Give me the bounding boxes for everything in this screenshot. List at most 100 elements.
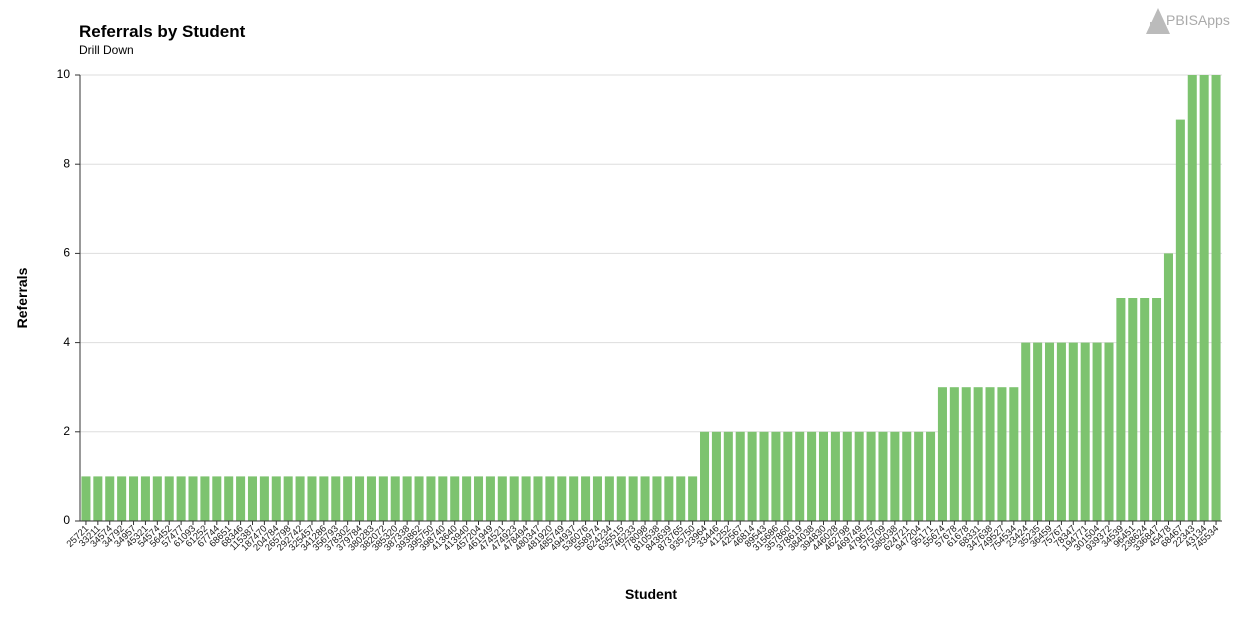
bar xyxy=(569,476,579,521)
bar xyxy=(473,476,484,521)
bar xyxy=(1211,75,1221,521)
bar xyxy=(462,476,472,521)
logo: PBISApps xyxy=(1146,8,1230,34)
bar xyxy=(652,476,662,521)
bar xyxy=(711,431,721,521)
bar xyxy=(866,431,876,521)
bar xyxy=(795,431,805,521)
bar xyxy=(700,431,710,521)
bar xyxy=(93,476,103,521)
bar xyxy=(117,476,127,521)
bar xyxy=(200,476,210,521)
bar xyxy=(105,476,115,521)
bar xyxy=(331,476,341,521)
bar xyxy=(1056,342,1066,521)
bar xyxy=(497,476,507,521)
bar xyxy=(1187,75,1197,521)
bar xyxy=(224,476,234,521)
bar xyxy=(783,431,793,521)
chart-title: Referrals by Student xyxy=(79,22,246,41)
bar xyxy=(604,476,614,521)
bar xyxy=(1009,387,1019,521)
bar xyxy=(188,476,198,521)
bar xyxy=(307,476,317,521)
bar xyxy=(1163,253,1173,521)
bar xyxy=(152,476,162,521)
bar xyxy=(212,476,222,521)
bar xyxy=(854,431,864,521)
y-tick-label: 4 xyxy=(63,335,70,349)
y-axis-label: Referrals xyxy=(14,267,30,328)
bar xyxy=(355,476,365,521)
y-tick-label: 2 xyxy=(63,424,70,438)
bar xyxy=(533,476,543,521)
bar xyxy=(450,476,460,521)
logo-text: PBISApps xyxy=(1166,12,1230,28)
bar xyxy=(319,476,329,521)
bar xyxy=(842,431,852,521)
bar xyxy=(1116,298,1126,521)
bar xyxy=(1033,342,1043,521)
bar xyxy=(557,476,567,521)
y-tick-label: 0 xyxy=(63,513,70,527)
x-axis-label: Student xyxy=(625,586,677,602)
bar xyxy=(378,476,388,521)
bar xyxy=(771,431,781,521)
bar xyxy=(426,476,436,521)
bar xyxy=(628,476,638,521)
bar xyxy=(676,476,686,521)
bar xyxy=(140,476,150,521)
bar xyxy=(914,431,924,521)
bar xyxy=(545,476,555,521)
bar xyxy=(343,476,353,521)
bar xyxy=(592,476,602,521)
bar xyxy=(1152,298,1162,521)
bar xyxy=(688,476,698,521)
bar xyxy=(236,476,246,521)
bar xyxy=(1140,298,1150,521)
bar xyxy=(129,476,139,521)
bar xyxy=(1068,342,1078,521)
bar xyxy=(485,476,495,521)
bar xyxy=(830,431,840,521)
bar xyxy=(759,431,769,521)
bar xyxy=(985,387,995,521)
bar xyxy=(521,476,531,521)
y-tick-label: 6 xyxy=(63,246,70,260)
bar xyxy=(176,476,186,521)
bar xyxy=(949,387,959,521)
bar xyxy=(271,476,281,521)
bar xyxy=(1128,298,1138,521)
bar xyxy=(259,476,269,521)
bar xyxy=(616,476,626,521)
bar xyxy=(818,431,829,521)
bar xyxy=(1175,119,1185,521)
bar xyxy=(747,431,757,521)
bar xyxy=(961,387,971,521)
bar xyxy=(366,476,376,521)
bar xyxy=(1092,342,1102,521)
chart-subtitle: Drill Down xyxy=(79,43,134,57)
bar xyxy=(283,476,293,521)
bar xyxy=(807,431,817,521)
bar xyxy=(509,476,519,521)
y-tick-label: 8 xyxy=(63,156,70,170)
bar xyxy=(640,476,650,521)
bar xyxy=(1104,342,1114,521)
bar xyxy=(581,476,591,521)
bar xyxy=(1021,342,1031,521)
bar xyxy=(164,476,174,521)
bar xyxy=(723,431,733,521)
bar xyxy=(438,476,448,521)
bar xyxy=(890,431,900,521)
bar xyxy=(902,431,912,521)
bar xyxy=(247,476,258,521)
bar xyxy=(937,387,947,521)
logo-icon xyxy=(1146,8,1170,34)
bar xyxy=(390,476,400,521)
bar xyxy=(973,387,983,521)
bar xyxy=(664,476,674,521)
bar xyxy=(997,387,1007,521)
bar xyxy=(1199,75,1209,521)
